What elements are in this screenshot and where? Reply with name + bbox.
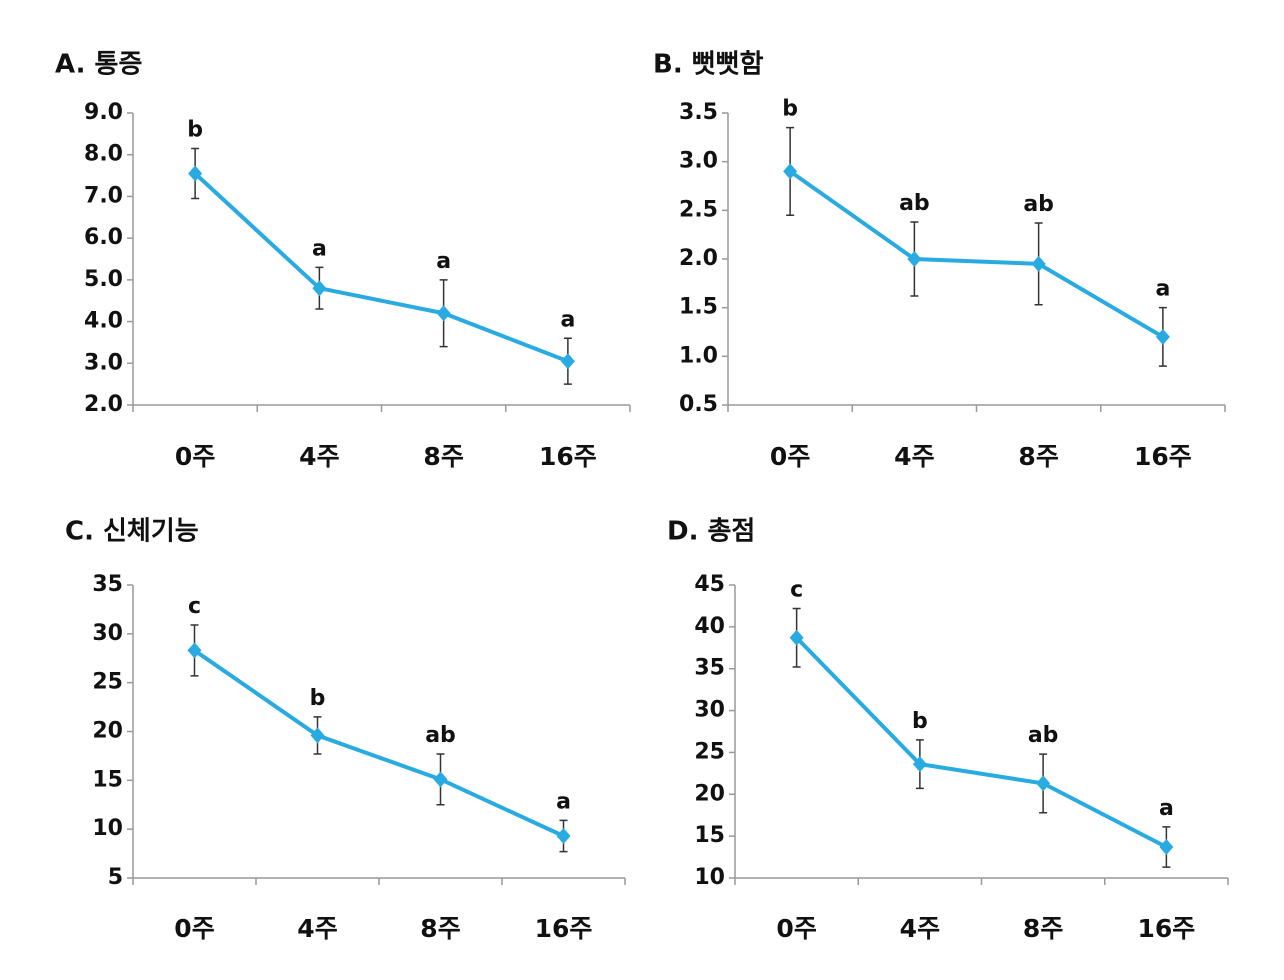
y-tick-label: 10 [694,865,725,890]
y-tick-label: 6.0 [84,225,123,250]
x-tick-label: 8주 [1023,914,1063,943]
y-tick-label: 45 [694,572,725,597]
chart-title: C. 신체기능 [65,517,199,547]
x-tick-label: 0주 [175,442,215,471]
data-point [312,280,327,297]
y-tick-label: 20 [694,781,725,806]
y-tick-label: 25 [92,670,123,695]
x-tick-label: 0주 [174,914,214,943]
x-tick-label: 4주 [297,914,337,943]
data-point [188,165,203,182]
x-tick-label: 4주 [299,442,339,471]
y-tick-label: 3.0 [84,350,123,375]
y-tick-label: 9.0 [84,100,123,125]
x-tick-label: 16주 [1137,914,1195,943]
data-point [310,727,325,744]
significance-label: a [560,307,575,332]
x-tick-label: 4주 [894,442,934,471]
y-tick-label: 7.0 [84,183,123,208]
significance-label: ab [899,191,930,216]
y-tick-label: 5 [108,865,123,890]
data-point [1159,839,1174,856]
y-tick-label: 2.5 [679,197,718,222]
data-line [193,172,569,364]
data-point [1036,775,1051,792]
data-line [193,648,565,838]
data-point [187,642,202,659]
significance-label: ab [425,723,456,748]
y-tick-label: 40 [694,614,725,639]
significance-label: ab [1023,192,1054,217]
x-tick-label: 0주 [770,442,810,471]
significance-label: c [188,594,201,619]
significance-label: a [436,249,451,274]
x-tick-label: 0주 [776,914,816,943]
x-tick-label: 16주 [539,442,597,471]
y-tick-label: 1.0 [679,343,718,368]
y-tick-label: 30 [694,698,725,723]
y-tick-label: 35 [694,656,725,681]
significance-label: c [790,577,803,602]
significance-label: b [187,117,203,142]
x-tick-label: 16주 [1134,442,1192,471]
y-tick-label: 15 [694,823,725,848]
y-tick-label: 10 [92,816,123,841]
data-point [912,756,927,773]
x-tick-label: 8주 [420,914,460,943]
significance-label: a [312,236,327,261]
x-tick-label: 16주 [535,914,593,943]
y-tick-label: 8.0 [84,142,123,167]
y-tick-label: 0.5 [679,392,718,417]
significance-label: a [556,789,571,814]
chart-title: A. 통증 [55,50,142,80]
significance-label: b [912,709,928,734]
y-tick-label: 35 [92,572,123,597]
chart-title: D. 총점 [667,517,755,547]
y-tick-label: 2.0 [84,392,123,417]
y-tick-label: 3.5 [679,100,718,125]
chart-title: B. 뻣뻣함 [653,50,764,80]
significance-label: ab [1028,723,1059,748]
significance-label: a [1155,277,1170,302]
significance-label: b [782,97,798,122]
x-tick-label: 8주 [1018,442,1058,471]
y-tick-label: 4.0 [84,309,123,334]
y-tick-label: 15 [92,767,123,792]
y-tick-label: 3.0 [679,149,718,174]
y-tick-label: 5.0 [84,267,123,292]
data-line [788,169,1164,339]
data-point [436,305,451,322]
significance-label: b [310,686,326,711]
data-point [433,771,448,788]
data-point [556,828,571,845]
x-tick-label: 4주 [900,914,940,943]
y-tick-label: 1.5 [679,295,718,320]
data-point [1155,328,1170,345]
data-point [560,353,575,370]
data-line [795,636,1168,849]
y-tick-label: 25 [694,739,725,764]
data-point [789,629,804,646]
y-tick-label: 20 [92,719,123,744]
data-point [783,163,798,180]
significance-label: a [1159,796,1174,821]
x-tick-label: 8주 [423,442,463,471]
y-tick-label: 2.0 [679,246,718,271]
data-point [907,251,922,267]
data-point [1031,255,1046,272]
y-tick-label: 30 [92,621,123,646]
